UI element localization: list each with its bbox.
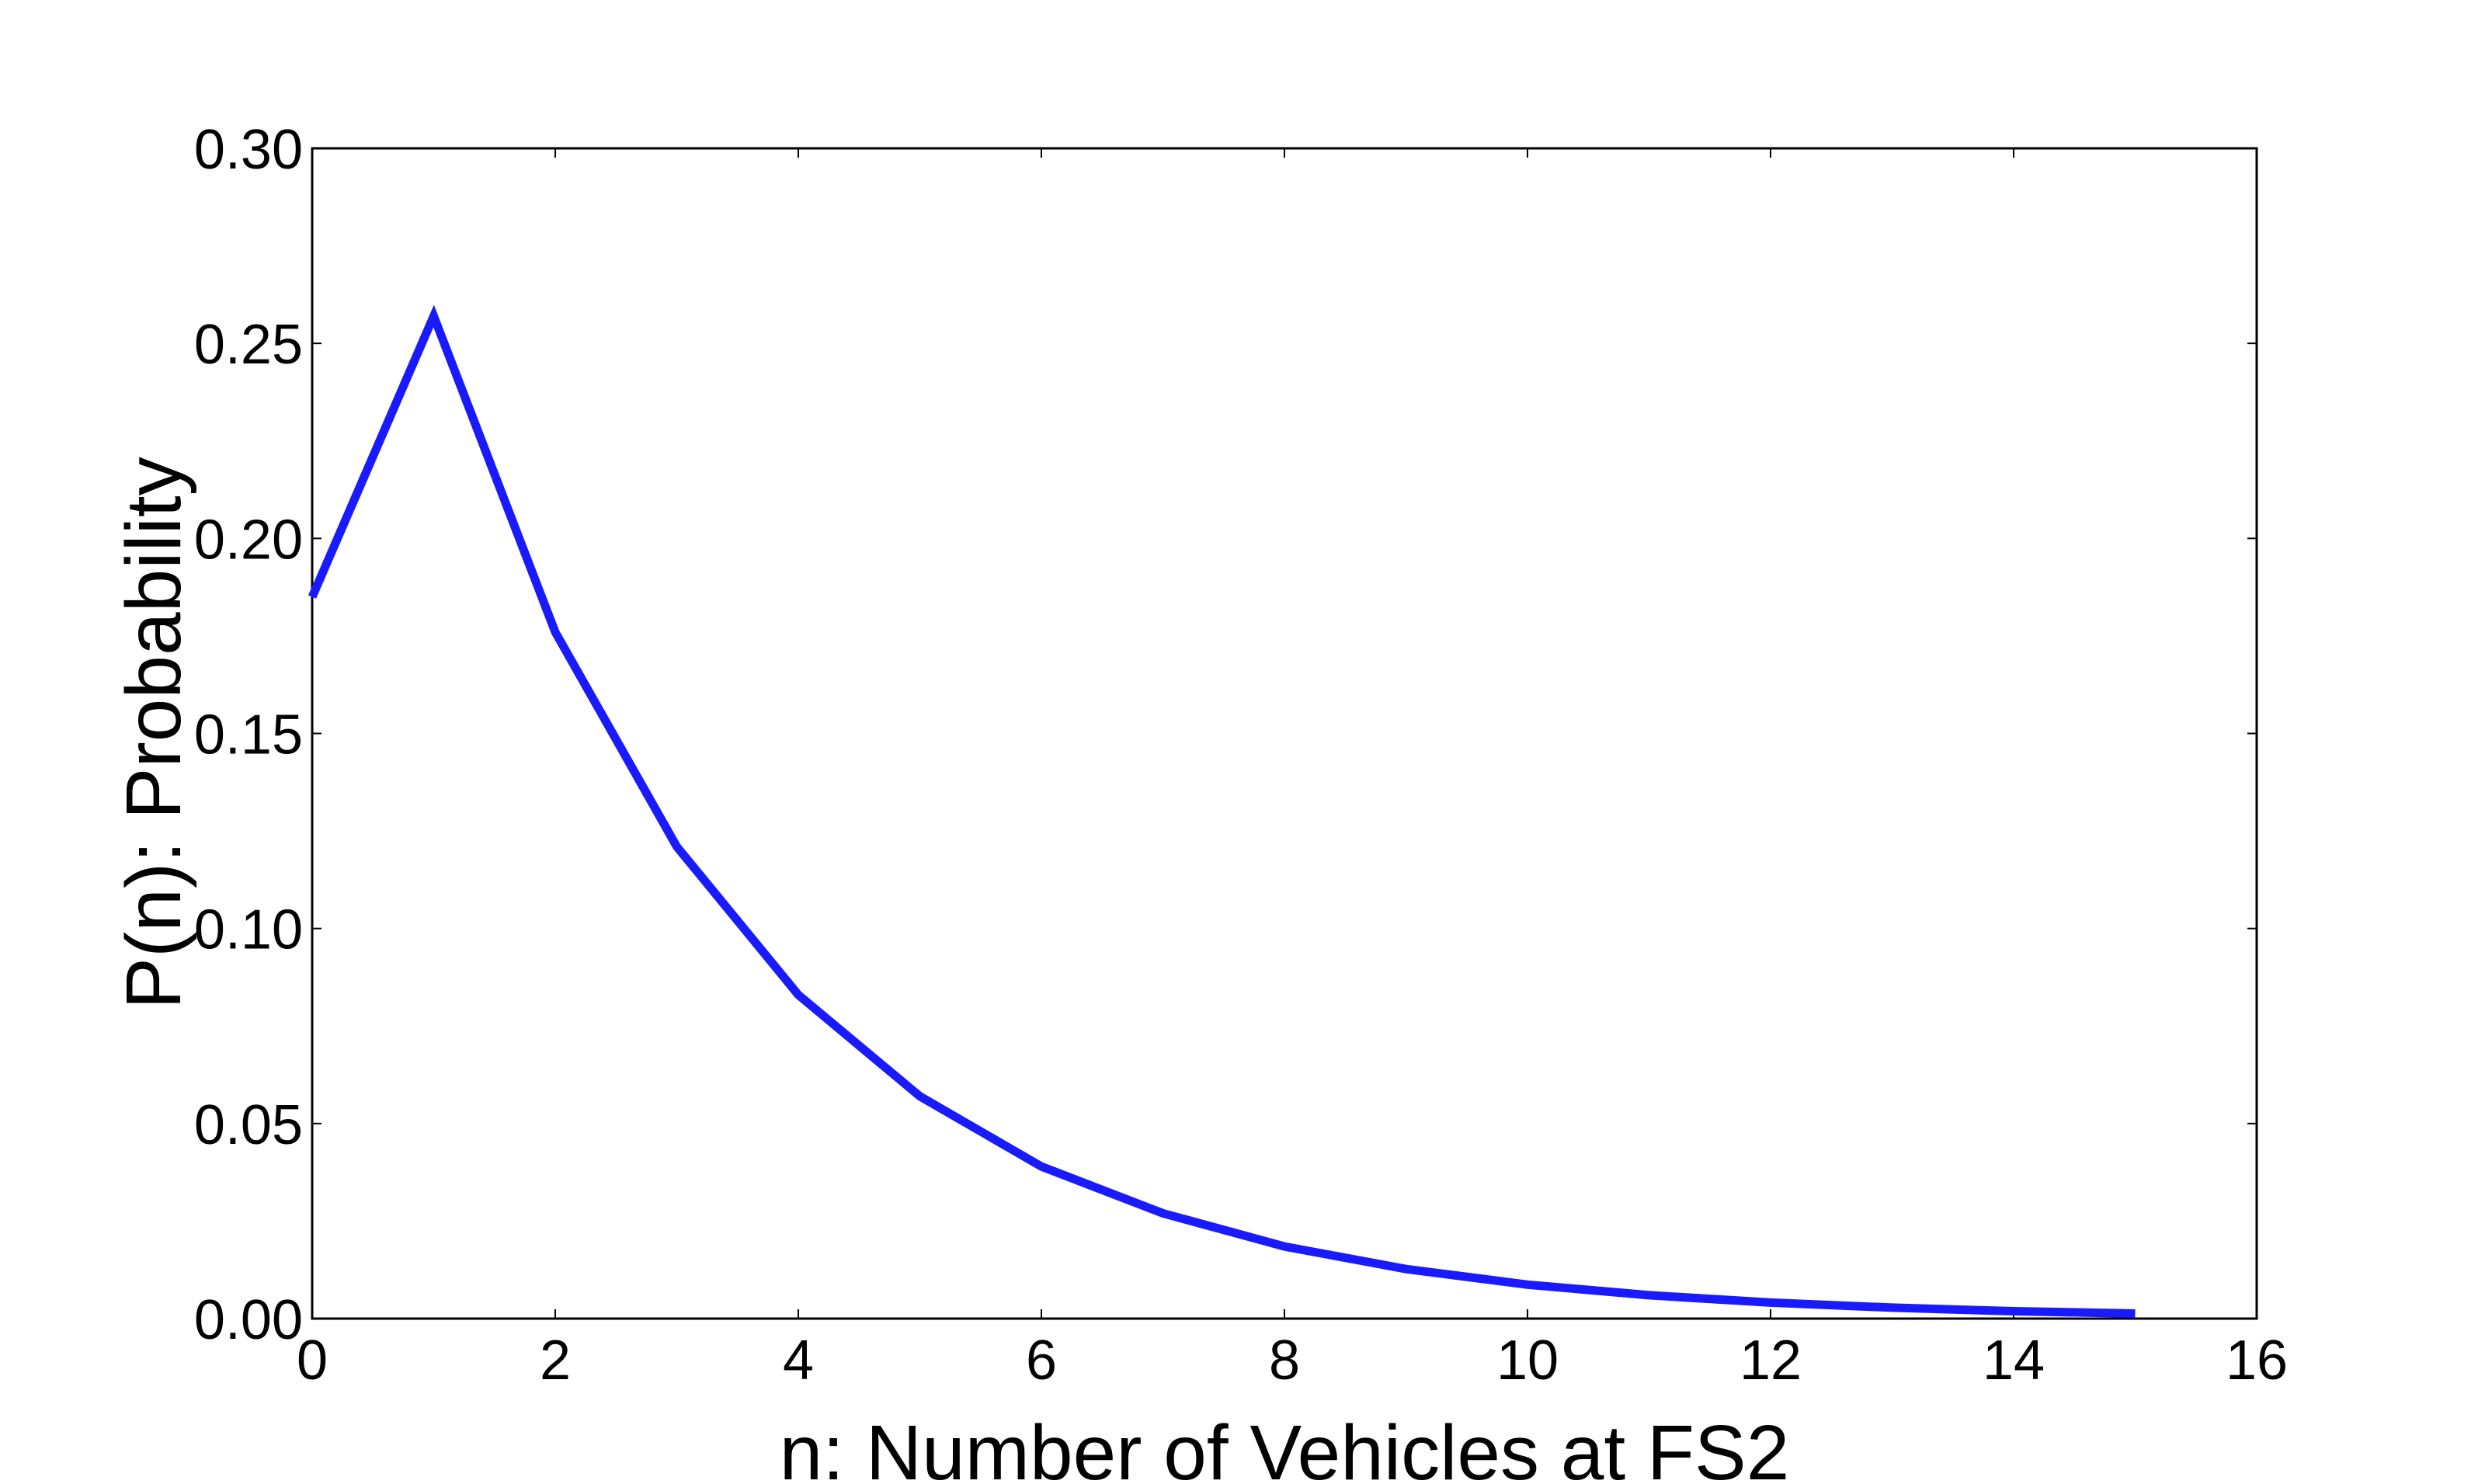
plot-frame	[311, 147, 2258, 1320]
y-tick-label: 0.20	[194, 509, 303, 571]
x-tick-label: 6	[1026, 1329, 1057, 1392]
y-tick-label: 0.25	[194, 314, 303, 376]
series-layer	[308, 304, 2136, 1318]
x-tick-label: 10	[1496, 1329, 1559, 1392]
x-tick-label: 16	[2226, 1329, 2288, 1392]
x-tick-label: 12	[1740, 1329, 1802, 1392]
y-axis-title: P(n): Probability	[110, 457, 197, 1009]
x-tick-label: 14	[1983, 1329, 2045, 1392]
tick-labels-layer: 0 2 4 6 8 10 12 14 16 0.00 0.05 0.10 0.15 0.20 0.25 0.3…	[194, 119, 2288, 1392]
y-tick-label: 0.10	[194, 899, 303, 961]
ticks-layer	[311, 148, 2257, 1319]
y-tick-label: 0.30	[194, 119, 303, 181]
y-tick-label: 0.00	[194, 1289, 303, 1351]
x-tick-label: 8	[1269, 1329, 1300, 1392]
x-tick-label: 0	[297, 1329, 328, 1392]
y-tick-label: 0.15	[194, 704, 303, 766]
y-tick-label: 0.05	[194, 1094, 303, 1156]
x-axis-title: n: Number of Vehicles at FS2	[780, 1409, 1790, 1484]
probability-series-line	[308, 304, 2136, 1318]
x-tick-label: 2	[540, 1329, 571, 1392]
x-tick-label: 4	[783, 1329, 814, 1392]
